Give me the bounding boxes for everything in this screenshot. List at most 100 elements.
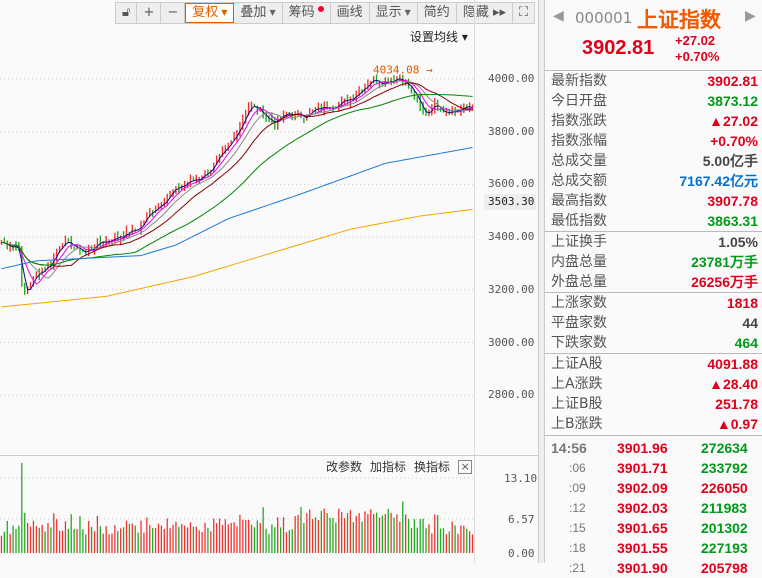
index-change-pct: +0.70% [675,49,720,64]
ma60-line [1,93,473,266]
lock-button[interactable]: 🔓︎ [116,3,138,23]
tick-row: :09 3902.09 226050 [551,478,758,498]
tick-time: :09 [569,481,586,495]
tick-time: :18 [569,541,586,555]
stat-value: ▲28.40 [709,376,758,392]
toolbar-label: 画线 [336,5,363,20]
toolbar-label: 筹码 [288,5,315,20]
price-tick: 3000.00 [488,335,535,349]
stat-label: 下跌家数 [551,335,607,351]
caret-down-icon: ▼ [404,8,411,17]
stat-label: 上A涨跌 [551,376,603,392]
stat-value: 26256万手 [691,274,758,290]
stat-label: 平盘家数 [551,315,607,331]
stat-value: ▲0.97 [716,416,758,432]
fullscreen-button[interactable]: ⛶ [513,3,534,23]
toolbar-5[interactable]: 简约 [418,3,457,23]
tick-row: :21 3901.90 205798 [551,558,758,578]
ma-setting-button[interactable]: 设置均线 ▾ [410,30,468,44]
tick-time: 14:56 [551,440,587,456]
divider [545,231,762,232]
tick-row: :15 3901.65 201302 [551,518,758,538]
volume-tick: 0.00 [508,547,535,560]
zoom-in-button[interactable]: + [137,3,162,23]
divider [545,70,762,71]
toolbar-label: 复权 [192,5,219,20]
ma20-line [1,80,473,279]
tick-volume: 227193 [701,540,748,556]
stock-name: 上证指数 [637,8,721,32]
volume-tick: 13.10 [504,472,538,485]
stat-value: ▲27.02 [709,113,758,129]
stat-label: 指数涨幅 [551,133,607,149]
ma10-line [1,79,473,285]
toolbar-0[interactable]: 复权 ▼ [185,3,235,23]
ma120-line [1,147,473,270]
toolbar-2[interactable]: 筹码 [283,3,331,23]
switch-indicator-button[interactable]: 换指标 [414,460,451,474]
stat-value: 4091.88 [707,356,758,372]
stat-label: 内盘总量 [551,254,607,270]
toolbar-3[interactable]: 画线 [331,3,370,23]
next-arrow-icon[interactable]: ▶ [745,8,756,24]
zoom-out-button[interactable]: − [161,3,186,23]
current-price-label: 3503.30 [488,195,535,208]
volume-panel-header: 改参数 加指标 换指标 × [326,458,473,475]
tick-time: :12 [569,501,586,515]
chart-toolbar: 🔓︎ + − 复权 ▼ 叠加 ▼ 筹码 画线 显示 ▼ 简约 隐藏 ▸▸ ⛶ [115,2,536,24]
tick-volume: 211983 [701,500,747,516]
stat-row: 今日开盘 3873.12 [551,91,758,111]
caret-down-icon: ▼ [221,8,228,17]
axis-divider [474,0,475,563]
stat-row: 上涨家数 1818 [551,293,758,313]
add-indicator-button[interactable]: 加指标 [370,460,407,474]
edit-params-button[interactable]: 改参数 [326,460,363,474]
tick-row: :12 3902.03 211983 [551,498,758,518]
kline-chart[interactable]: 4034.08 → [0,25,474,555]
notification-dot [317,6,324,12]
plus-icon: + [143,5,155,20]
tick-time: :21 [569,561,586,575]
volume-tick: 6.57 [508,513,535,526]
stat-row: 上证B股 251.78 [551,394,758,414]
stat-label: 最低指数 [551,213,607,229]
stat-value: 1.05% [718,234,758,250]
stat-label: 外盘总量 [551,274,607,290]
expand-icon: ⛶ [519,5,529,20]
stat-row: 上证换手 1.05% [551,232,758,252]
close-icon[interactable]: × [458,459,473,474]
quote-panel: ◀ 000001 上证指数 ▶ 3902.81 +27.02 +0.70% 最新… [545,0,762,576]
stat-row: 最新指数 3902.81 [551,71,758,91]
price-tick: 3400.00 [488,230,535,244]
index-price: 3902.81 [582,37,655,59]
stat-value: 251.78 [715,396,758,412]
stat-value: 3873.12 [707,93,758,109]
unlock-icon: 🔓︎ [122,5,131,20]
stat-label: 指数涨跌 [551,113,607,129]
toolbar-label: 显示 [375,5,402,20]
stat-label: 总成交额 [551,173,607,189]
toolbar-label: 简约 [423,5,450,20]
ma30-line [1,82,473,267]
tick-volume: 272634 [701,440,748,456]
toolbar-label: 隐藏 ▸▸ [462,5,506,20]
tick-price: 3901.71 [617,460,668,476]
caret-down-icon: ▼ [269,8,276,17]
stat-label: 上证A股 [551,356,603,372]
toolbar-4[interactable]: 显示 ▼ [370,3,418,23]
stat-row: 下跌家数 464 [551,333,758,353]
toolbar-1[interactable]: 叠加 ▼ [234,3,283,23]
tick-volume: 226050 [701,480,748,496]
toolbar-6[interactable]: 隐藏 ▸▸ [457,3,513,23]
stock-code: 000001 [575,9,633,27]
divider [545,292,762,293]
stat-value: 23781万手 [691,254,758,270]
stat-label: 今日开盘 [551,93,607,109]
prev-arrow-icon[interactable]: ◀ [553,8,564,24]
panel-splitter[interactable] [538,0,545,563]
stat-label: 上证换手 [551,234,607,250]
stat-value: 464 [734,335,758,351]
tick-volume: 205798 [701,560,748,576]
toolbar-label: 叠加 [240,5,267,20]
tick-row: 14:56 3901.96 272634 [551,438,758,458]
